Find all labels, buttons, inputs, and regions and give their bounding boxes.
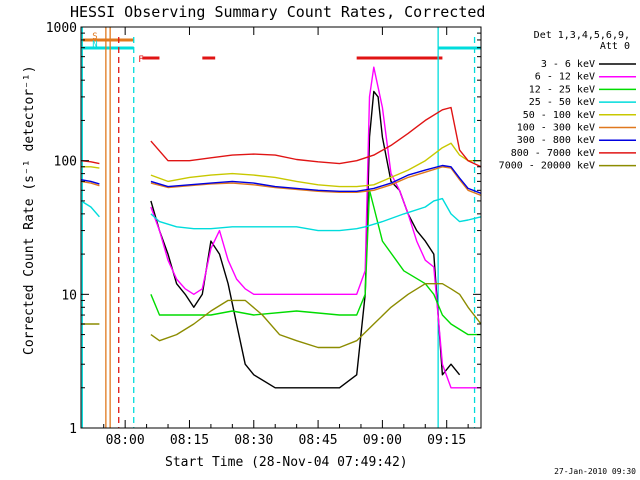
- flag-label-1: N: [92, 40, 97, 50]
- legend-label-0: 3 - 6 keV: [541, 59, 595, 70]
- series-line-6: [80, 164, 482, 194]
- x-tick-label-4: 09:00: [363, 433, 402, 448]
- y-tick-label-0: 1: [69, 422, 77, 437]
- footer-date: 27-Jan-2010 09:30: [554, 467, 636, 476]
- legend-label-3: 25 - 50 keV: [529, 97, 595, 108]
- flag-label-0: S: [92, 32, 97, 42]
- x-tick-label-1: 08:15: [170, 433, 209, 448]
- series-line-1: [150, 66, 481, 389]
- series-line-0: [150, 90, 461, 389]
- x-tick-label-3: 08:45: [299, 433, 338, 448]
- plot-frame: [80, 26, 482, 429]
- legend-label-1: 6 - 12 keV: [535, 72, 595, 83]
- chart-title: HESSI Observing Summary Count Rates, Cor…: [70, 3, 485, 21]
- y-tick-label-3: 1000: [46, 21, 77, 36]
- legend-label-8: 7000 - 20000 keV: [499, 161, 595, 172]
- x-tick-label-2: 08:30: [234, 433, 273, 448]
- series-layer: [80, 66, 482, 389]
- series-line-7: [80, 106, 482, 168]
- x-tick-label-5: 09:15: [427, 433, 466, 448]
- series-line-5: [80, 166, 482, 197]
- series-line-2: [150, 189, 481, 336]
- legend-header-0: Det 1,3,4,5,6,9,: [534, 30, 630, 41]
- tick-layer: 08:00 08:15 08:30 08:45 09:00 09:15 1 10 100 1000: [46, 21, 481, 448]
- y-tick-label-1: 10: [61, 288, 77, 303]
- y-axis-label: Corrected Count Rate (s⁻¹ detector⁻¹): [22, 65, 37, 355]
- legend-header-1: Att 0: [600, 41, 630, 52]
- x-tick-label-0: 08:00: [106, 433, 145, 448]
- series-line-4: [81, 142, 481, 188]
- marker-layer: [81, 27, 476, 428]
- y-tick-label-2: 100: [54, 155, 77, 170]
- flag-label-2: F: [138, 55, 143, 65]
- legend-label-7: 800 - 7000 keV: [511, 148, 595, 159]
- legend-label-4: 50 - 100 keV: [523, 110, 595, 121]
- x-axis-label: Start Time (28-Nov-04 07:49:42): [165, 455, 408, 470]
- series-line-8: [81, 283, 482, 349]
- flag-layer: SN F: [82, 32, 481, 65]
- legend-label-5: 100 - 300 keV: [517, 123, 595, 134]
- legend-label-6: 300 - 800 keV: [517, 135, 595, 146]
- legend: Det 1,3,4,5,6,9,Att 0 3 - 6 keV 6 - 12 keV…: [499, 30, 636, 172]
- legend-label-2: 12 - 25 keV: [529, 84, 595, 95]
- plot-area: SN F 08:00 08:15 08:30 08:45 09:00 09:15 1 10 100…: [46, 21, 482, 448]
- series-line-3: [80, 197, 482, 232]
